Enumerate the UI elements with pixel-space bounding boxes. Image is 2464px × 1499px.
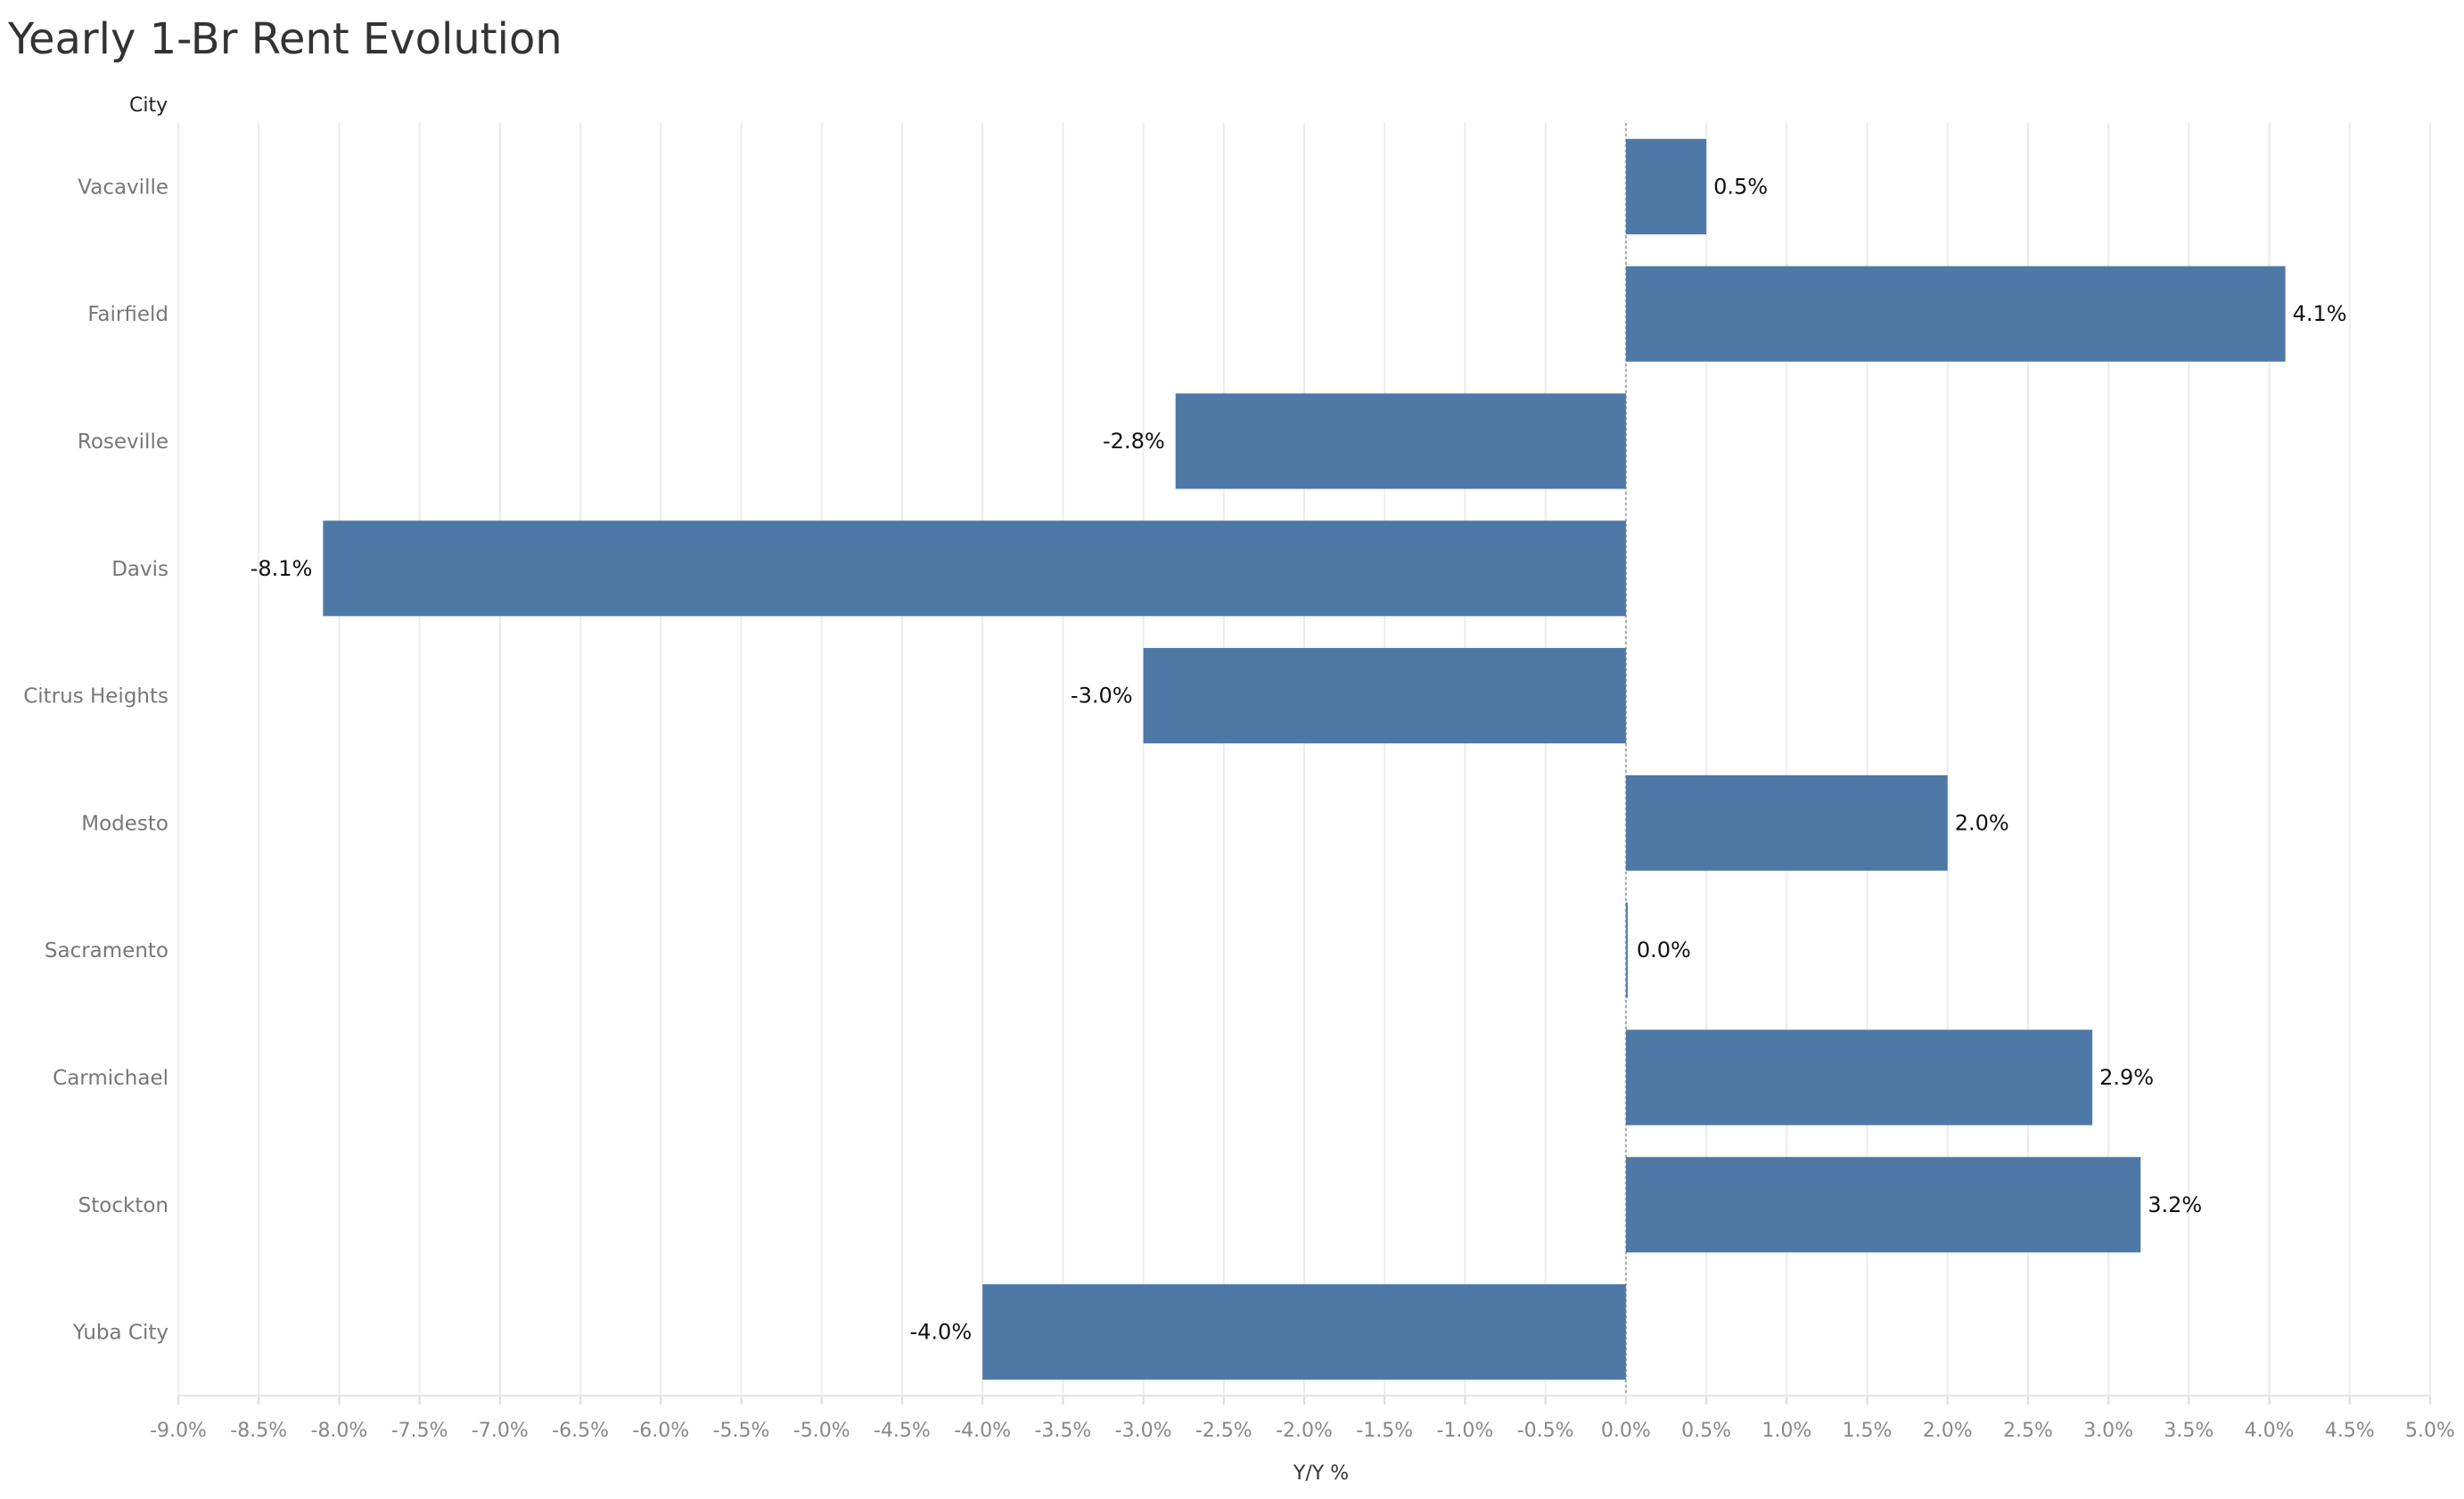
data-label: 2.9%: [2099, 1065, 2154, 1090]
bar: [1143, 648, 1626, 744]
data-label: -2.8%: [1103, 429, 1165, 454]
x-tick-label: 2.5%: [2003, 1420, 2053, 1442]
data-label: 4.1%: [2293, 301, 2347, 326]
x-tick-label: 4.5%: [2325, 1420, 2375, 1442]
data-label: -8.1%: [251, 556, 313, 581]
label-layer: Vacaville 0.5% Fairfield 4.1% Roseville -2.8%…: [23, 174, 2346, 1344]
x-tick-label: 1.5%: [1843, 1420, 1893, 1442]
category-label: Carmichael: [53, 1067, 168, 1090]
category-label: Citrus Heights: [23, 685, 168, 709]
data-label: -3.0%: [1071, 684, 1133, 709]
x-tick-label: -3.0%: [1115, 1420, 1172, 1442]
row-header: City: [129, 94, 168, 117]
x-tick-label: -5.5%: [713, 1420, 770, 1442]
bar-layer: [323, 138, 2286, 1380]
x-tick-label: 1.0%: [1762, 1420, 1811, 1442]
category-label: Davis: [111, 558, 168, 581]
bar: [1175, 393, 1626, 489]
x-tick-label: 5.0%: [2405, 1420, 2455, 1442]
x-tick-label: 2.0%: [1923, 1420, 1973, 1442]
bar: [1625, 902, 1628, 998]
x-tick-label: -2.0%: [1276, 1420, 1333, 1442]
category-label: Yuba City: [72, 1322, 168, 1345]
category-label: Stockton: [78, 1194, 168, 1217]
bar: [1625, 1157, 2141, 1253]
x-tick-label: -5.0%: [793, 1420, 850, 1442]
data-label: 0.0%: [1637, 938, 1691, 962]
x-tick-label: 3.0%: [2083, 1420, 2133, 1442]
x-tick-label: 4.0%: [2245, 1420, 2295, 1442]
x-tick-label: -0.5%: [1517, 1420, 1574, 1442]
data-label: 0.5%: [1713, 174, 1768, 199]
x-tick-label: -1.0%: [1437, 1420, 1494, 1442]
chart-title: Yearly 1-Br Rent Evolution: [8, 14, 563, 64]
category-label: Sacramento: [45, 939, 168, 962]
x-axis-title: Y/Y %: [1293, 1462, 1349, 1485]
category-label: Modesto: [81, 812, 168, 835]
bar: [1625, 774, 1948, 871]
x-tick-label: -7.5%: [391, 1420, 448, 1442]
bar: [1625, 1029, 2093, 1126]
axis-layer: -9.0% -8.5% -8.0% -7.5% -7.0% -6.5% -6.0% -5.5%…: [150, 1395, 2455, 1442]
data-label: 2.0%: [1955, 810, 2009, 835]
x-tick-label: -8.5%: [230, 1420, 287, 1442]
x-tick-label: -6.0%: [632, 1420, 689, 1442]
x-tick-label: -2.5%: [1195, 1420, 1253, 1442]
x-tick-label: -3.5%: [1034, 1420, 1091, 1442]
category-label: Vacaville: [78, 176, 168, 199]
x-tick-label: -6.5%: [552, 1420, 609, 1442]
data-label: 3.2%: [2148, 1192, 2202, 1217]
x-tick-label: 0.0%: [1601, 1420, 1651, 1442]
bar: [323, 520, 1626, 617]
bar: [1625, 138, 1707, 234]
x-tick-label: -4.0%: [954, 1420, 1011, 1442]
x-tick-label: -8.0%: [311, 1420, 368, 1442]
x-tick-label: 3.5%: [2164, 1420, 2213, 1442]
category-label: Roseville: [78, 430, 168, 454]
x-tick-label: -4.5%: [874, 1420, 931, 1442]
bar: [1625, 266, 2286, 362]
x-tick-label: -7.0%: [472, 1420, 529, 1442]
data-label: -4.0%: [910, 1320, 973, 1345]
x-tick-label: -1.5%: [1356, 1420, 1413, 1442]
x-tick-label: 0.5%: [1681, 1420, 1731, 1442]
bar: [982, 1284, 1626, 1380]
category-label: Fairfield: [87, 303, 168, 326]
x-tick-label: -9.0%: [150, 1420, 207, 1442]
